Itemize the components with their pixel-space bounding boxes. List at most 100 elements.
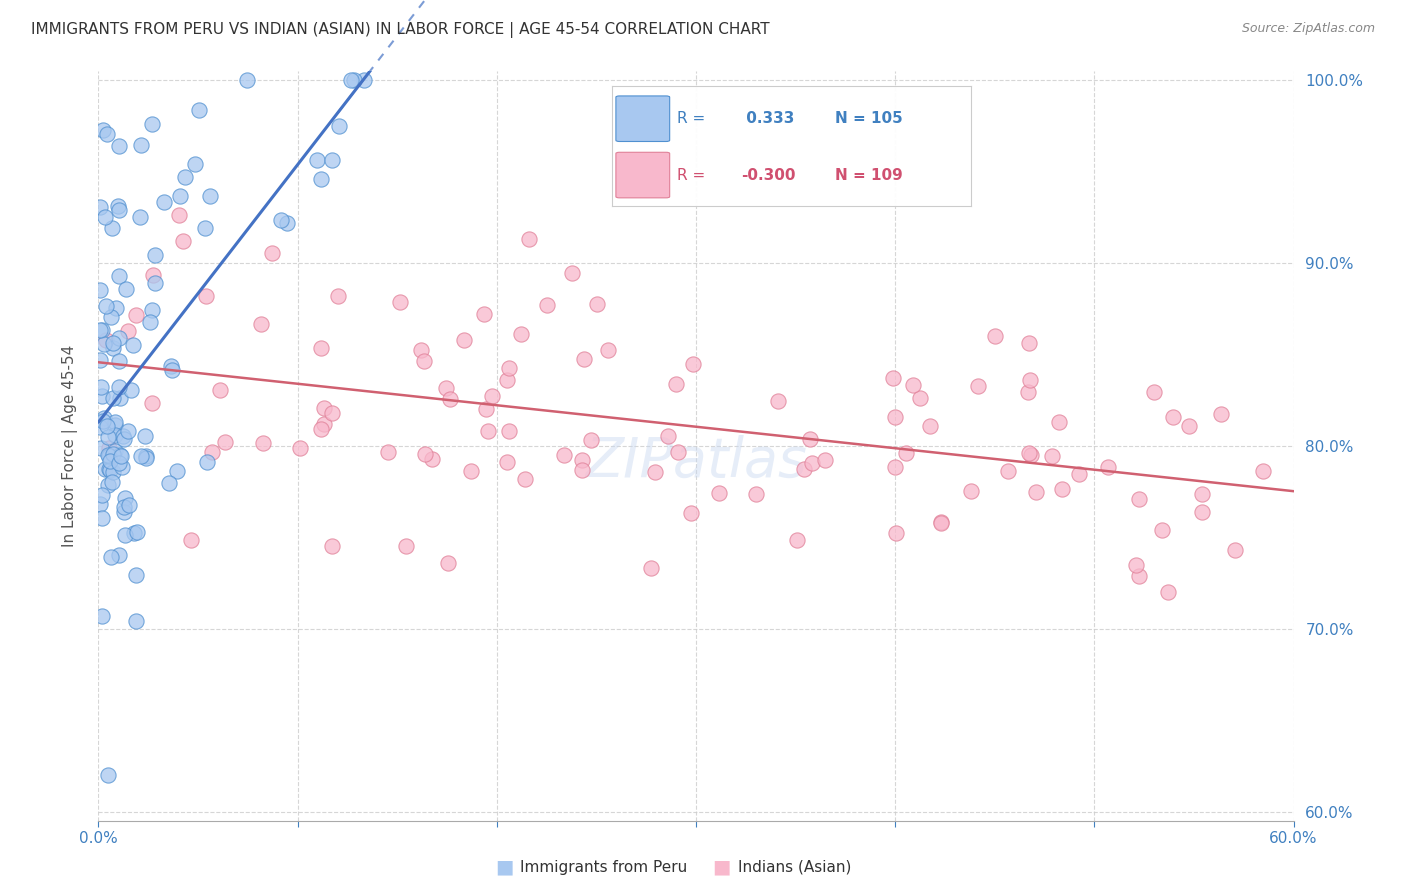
Point [929, 516, 952, 530]
Point [169, 189, 191, 203]
Point [309, 341, 332, 355]
Point [157, 476, 180, 491]
Point [107, 354, 129, 368]
Point [799, 432, 821, 446]
Point [1161, 409, 1184, 424]
Point [120, 383, 142, 397]
Point [91, 323, 114, 337]
Point [96, 419, 118, 434]
Point [377, 445, 399, 459]
Point [93, 211, 115, 225]
Point [966, 379, 988, 393]
Point [122, 338, 145, 352]
Point [1040, 449, 1063, 463]
Point [89, 200, 111, 214]
Point [496, 373, 519, 387]
Point [343, 73, 366, 87]
Point [413, 354, 436, 368]
Point [314, 417, 336, 432]
Point [93, 411, 115, 425]
Point [100, 549, 122, 564]
Point [112, 500, 135, 514]
Point [409, 343, 432, 358]
Point [896, 446, 918, 460]
Point [481, 389, 503, 403]
Point [389, 294, 412, 309]
Point [89, 497, 111, 511]
Point [129, 450, 152, 464]
Point [159, 359, 181, 373]
Point [882, 371, 904, 385]
Point [1047, 415, 1070, 429]
Point [139, 315, 162, 329]
Point [107, 331, 129, 345]
Point [101, 335, 124, 350]
Point [682, 357, 704, 371]
Point [536, 298, 558, 312]
Point [118, 498, 141, 512]
Point [766, 393, 789, 408]
Point [340, 73, 363, 87]
Point [420, 451, 443, 466]
Point [509, 327, 531, 342]
Point [129, 138, 152, 153]
Point [97, 768, 120, 782]
Point [188, 103, 211, 118]
Point [108, 380, 131, 394]
Point [814, 453, 837, 467]
Point [884, 410, 907, 425]
Point [209, 384, 232, 398]
Point [114, 528, 136, 542]
Point [114, 282, 136, 296]
Point [91, 510, 114, 524]
Point [90, 609, 112, 624]
Point [1069, 467, 1091, 482]
Point [561, 266, 583, 280]
Point [1251, 464, 1274, 478]
Point [100, 310, 122, 324]
Point [1223, 543, 1246, 558]
Point [321, 153, 343, 167]
Point [141, 117, 163, 131]
Point [89, 420, 111, 434]
Point [129, 210, 152, 224]
Point [125, 614, 148, 628]
Point [104, 443, 127, 458]
Point [1021, 448, 1043, 462]
Point [97, 478, 120, 492]
Point [111, 459, 134, 474]
Point [93, 462, 115, 476]
Point [326, 288, 349, 302]
Text: ZIPatlas: ZIPatlas [585, 434, 807, 488]
Point [436, 556, 458, 570]
Point [553, 448, 575, 462]
Point [413, 447, 436, 461]
Point [91, 488, 114, 502]
Point [1128, 492, 1150, 507]
Point [125, 308, 148, 322]
Point [194, 220, 217, 235]
Point [135, 451, 157, 466]
Point [472, 306, 495, 320]
Point [434, 382, 457, 396]
Point [89, 353, 111, 368]
Point [135, 449, 157, 463]
Text: Indians (Asian): Indians (Asian) [738, 860, 852, 874]
Point [101, 447, 124, 461]
Point [1018, 445, 1040, 459]
Point [250, 317, 273, 331]
Point [252, 435, 274, 450]
Point [395, 539, 418, 553]
Point [984, 329, 1007, 343]
Point [1128, 568, 1150, 582]
Point [598, 343, 620, 358]
Point [143, 276, 166, 290]
Point [166, 464, 188, 478]
Point [517, 232, 540, 246]
Point [124, 526, 146, 541]
Point [744, 486, 766, 500]
Point [666, 445, 689, 459]
Point [901, 377, 924, 392]
Point [1125, 558, 1147, 572]
Point [309, 172, 332, 186]
